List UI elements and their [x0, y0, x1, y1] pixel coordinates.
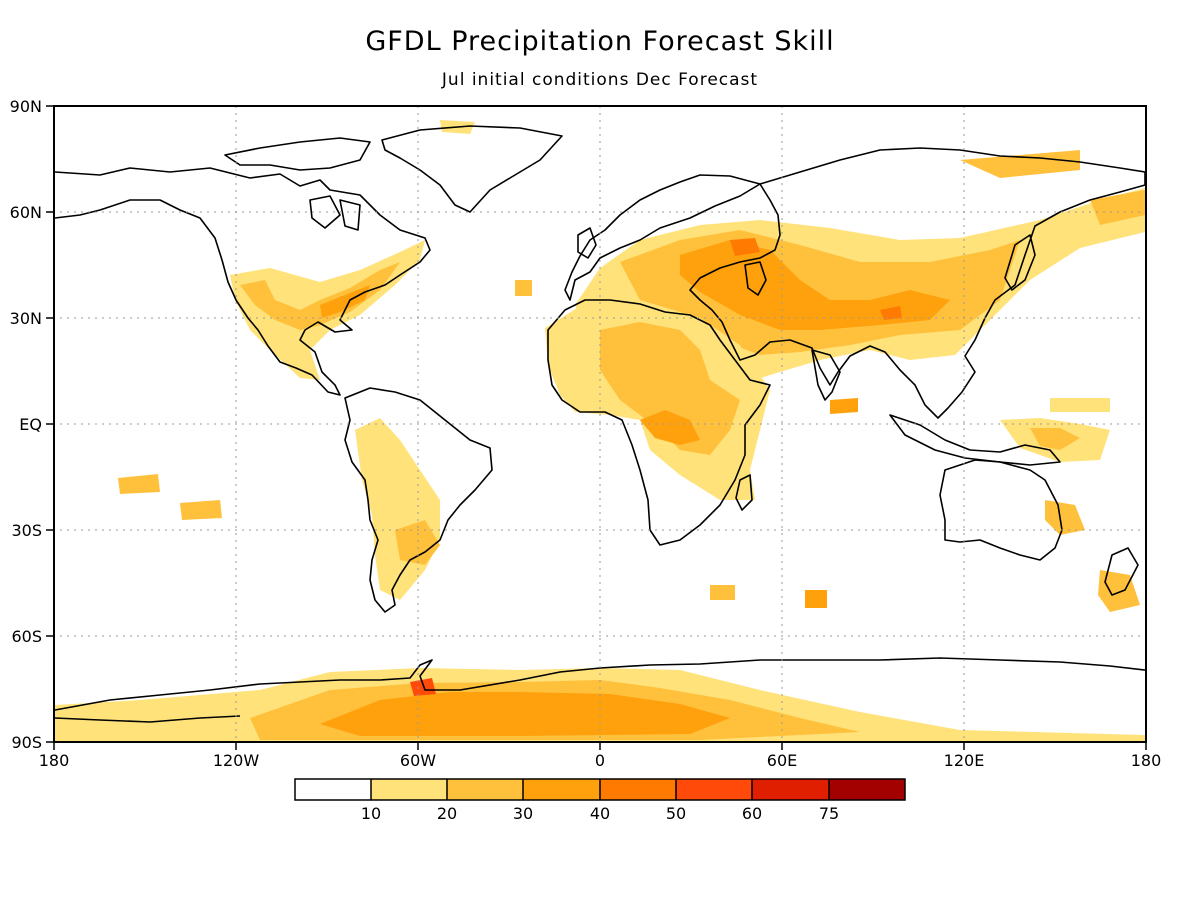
coast-new-zealand: [1104, 547, 1139, 596]
lon-label-180e: 180: [1131, 751, 1162, 770]
legend-swatch-6: [752, 779, 829, 800]
lat-label-30n: 30N: [10, 309, 42, 328]
tick-marks: [46, 105, 1147, 750]
lat-label-60n: 60N: [10, 203, 42, 222]
coast-india: [811, 349, 841, 401]
legend-label-75: 75: [819, 804, 839, 823]
lat-labels: 90N 60N 30N EQ 30S 60S 90S: [10, 97, 42, 752]
coast-indonesia: [889, 414, 1061, 466]
legend-label-10: 10: [361, 804, 381, 823]
coast-south-america: [344, 387, 493, 613]
coast-antarctica: [54, 657, 1146, 711]
shade-south-america-low: [355, 418, 440, 600]
coast-arctic-islands: [224, 137, 371, 231]
shade-arctic-east: [960, 150, 1080, 178]
legend-labels: 10 20 30 40 50 60 75: [361, 804, 839, 823]
legend-colorbar: [294, 778, 906, 801]
shade-blob-pacific-2: [180, 500, 222, 520]
lon-label-60w: 60W: [400, 751, 436, 770]
legend-label-30: 30: [513, 804, 533, 823]
lat-label-90n: 90N: [10, 97, 42, 116]
lat-label-60s: 60S: [11, 627, 42, 646]
shade-africa-mid: [600, 322, 740, 455]
shade-blob-south-indian: [805, 590, 827, 608]
shade-blob-east-atlantic: [515, 280, 532, 296]
shade-north-america-mid: [240, 262, 400, 330]
legend-swatch-2: [447, 779, 523, 800]
lon-label-120e: 120E: [944, 751, 985, 770]
gridlines: [53, 106, 1146, 742]
lon-label-120w: 120W: [213, 751, 260, 770]
lat-label-eq: EQ: [19, 415, 42, 434]
legend-label-40: 40: [590, 804, 610, 823]
shade-east-australia: [1045, 500, 1085, 535]
legend-swatch-5: [676, 779, 752, 800]
coast-antarctica-west: [54, 715, 241, 723]
shade-north-america-high: [320, 285, 370, 318]
coast-asia: [689, 147, 1146, 419]
legend-label-60: 60: [742, 804, 762, 823]
lon-label-60e: 60E: [767, 751, 797, 770]
legend-swatch-7: [829, 779, 905, 800]
shade-africa-high: [640, 410, 700, 445]
legend-label-50: 50: [666, 804, 686, 823]
shade-antarctica-high: [320, 692, 730, 736]
legend-swatch-4: [600, 779, 676, 800]
lat-label-90s: 90S: [11, 733, 42, 752]
chart-title: GFDL Precipitation Forecast Skill: [365, 26, 835, 57]
legend-swatch-0: [295, 779, 371, 800]
shade-blob-far-east: [1090, 190, 1145, 225]
coast-madagascar: [735, 474, 753, 511]
shade-new-zealand: [1098, 570, 1140, 612]
shade-eurasia-high: [680, 240, 950, 330]
coast-australia: [939, 459, 1063, 561]
coast-caspian: [744, 261, 767, 296]
coast-uk: [577, 227, 597, 259]
coast-north-america: [54, 167, 431, 396]
legend-swatch-1: [371, 779, 447, 800]
chart-subtitle: Jul initial conditions Dec Forecast: [441, 70, 759, 90]
shade-maritime-mid: [1030, 428, 1080, 450]
legend-label-20: 20: [437, 804, 457, 823]
lon-label-180w: 180: [39, 751, 70, 770]
shade-eurasia-vhigh: [730, 238, 902, 320]
coast-greenland: [381, 125, 563, 213]
shade-blob-indian: [830, 398, 858, 414]
shade-blob-west-pacific: [1050, 398, 1110, 412]
legend-swatch-3: [523, 779, 600, 800]
coastlines: [54, 125, 1146, 723]
coast-africa: [547, 299, 771, 546]
shade-blob-pacific-1: [118, 474, 160, 494]
coast-japan: [1004, 234, 1036, 291]
shade-south-america-mid: [395, 520, 440, 565]
lat-label-30s: 30S: [11, 521, 42, 540]
skill-shading: [55, 120, 1145, 742]
lon-labels: 180 120W 60W 0 60E 120E 180: [39, 751, 1162, 770]
coast-europe: [564, 174, 761, 301]
lon-label-0: 0: [595, 751, 605, 770]
shade-blob-south-atlantic: [710, 585, 735, 600]
shade-antarctic-peninsula: [410, 678, 436, 696]
